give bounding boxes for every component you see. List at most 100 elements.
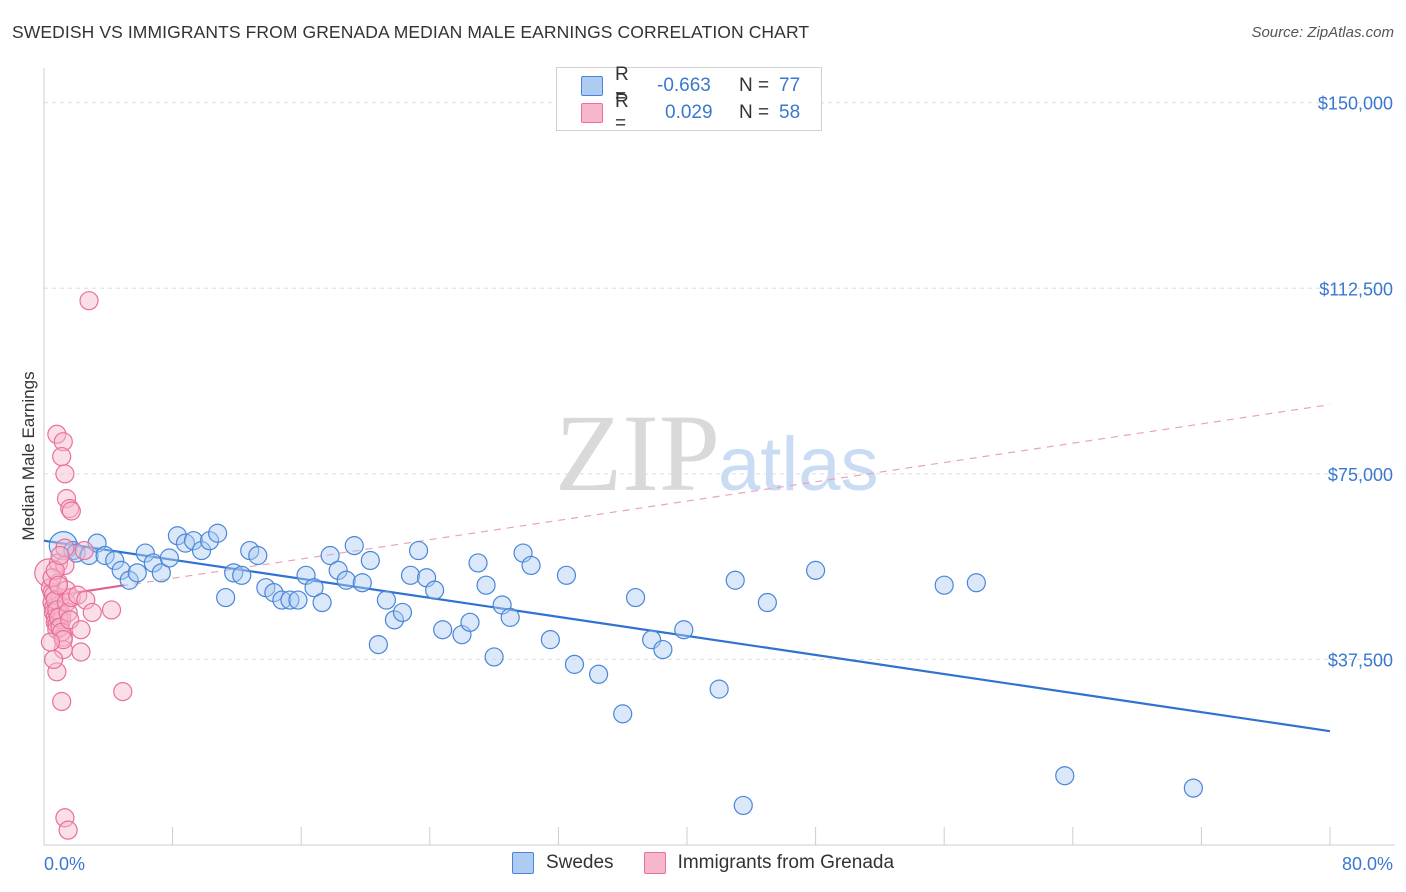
point-grenada bbox=[113, 681, 133, 702]
point-swedes bbox=[392, 602, 413, 623]
point-swedes bbox=[613, 704, 633, 724]
legend-label-grenada: Immigrants from Grenada bbox=[677, 852, 895, 873]
y-tick-label: $112,500 bbox=[1319, 279, 1393, 299]
point-swedes bbox=[352, 573, 372, 593]
point-grenada bbox=[55, 464, 75, 484]
point-swedes bbox=[425, 580, 445, 600]
point-swedes bbox=[360, 550, 380, 571]
r-value: -0.663 bbox=[657, 75, 711, 96]
point-swedes bbox=[304, 578, 324, 598]
source-label: Source: ZipAtlas.com bbox=[1251, 24, 1394, 41]
axis-labels: $37,500 $75,000 $112,500 $150,000 0.0% 80.0% M… bbox=[19, 94, 1393, 874]
point-grenada bbox=[53, 432, 73, 452]
data-points bbox=[34, 291, 1203, 840]
point-swedes bbox=[564, 654, 585, 674]
point-swedes bbox=[272, 590, 292, 610]
point-swedes bbox=[248, 545, 268, 566]
point-swedes bbox=[1055, 766, 1075, 786]
n-label: N = bbox=[739, 75, 770, 96]
point-swedes bbox=[674, 620, 694, 640]
chart-title: SWEDISH VS IMMIGRANTS FROM GRENADA MEDIA… bbox=[12, 22, 810, 42]
swatch-swedes bbox=[511, 852, 534, 874]
point-swedes bbox=[433, 620, 453, 640]
y-tick-label: $150,000 bbox=[1318, 94, 1393, 114]
r-value: 0.029 bbox=[665, 102, 713, 123]
watermark-zip: ZIP bbox=[555, 392, 720, 514]
point-swedes bbox=[328, 560, 348, 580]
y-axis-label: Median Male Earnings bbox=[19, 371, 38, 540]
point-swedes bbox=[625, 587, 646, 608]
point-swedes bbox=[408, 540, 429, 561]
legend-swatch-pink bbox=[581, 103, 603, 123]
trend-line-grenada-extension bbox=[43, 404, 1331, 599]
legend-item-swedes[interactable]: Swedes bbox=[511, 852, 614, 874]
point-swedes bbox=[588, 664, 609, 684]
point-swedes bbox=[400, 565, 421, 585]
point-grenada bbox=[48, 607, 69, 627]
point-swedes bbox=[151, 563, 171, 583]
x-tick-label: 80.0% bbox=[1342, 854, 1393, 874]
point-swedes bbox=[264, 583, 284, 603]
point-swedes bbox=[500, 607, 520, 627]
point-swedes bbox=[709, 679, 729, 699]
point-swedes bbox=[556, 565, 577, 585]
point-grenada bbox=[61, 501, 81, 521]
point-swedes bbox=[653, 639, 673, 660]
r-label: R = bbox=[615, 64, 629, 107]
x-tick-label: 0.0% bbox=[44, 854, 85, 874]
point-grenada bbox=[58, 820, 78, 840]
point-swedes bbox=[216, 587, 236, 608]
point-swedes bbox=[1183, 778, 1203, 798]
point-swedes bbox=[521, 555, 541, 576]
point-swedes bbox=[191, 540, 212, 561]
point-grenada bbox=[55, 555, 75, 576]
point-grenada bbox=[48, 575, 69, 595]
point-grenada bbox=[50, 545, 70, 566]
point-grenada bbox=[71, 642, 91, 662]
point-swedes bbox=[208, 523, 228, 543]
point-swedes bbox=[966, 573, 986, 593]
point-grenada bbox=[47, 662, 67, 682]
legend-row-grenada: R = 0.029 N = 58 bbox=[581, 91, 801, 134]
point-swedes bbox=[384, 610, 405, 630]
point-swedes bbox=[320, 545, 340, 566]
point-grenada bbox=[52, 691, 72, 712]
watermark-atlas: atlas bbox=[718, 422, 879, 507]
point-swedes bbox=[159, 548, 179, 568]
point-swedes bbox=[757, 592, 777, 613]
point-swedes bbox=[119, 570, 139, 590]
n-label: N = bbox=[739, 102, 770, 123]
legend-swatch-blue bbox=[581, 76, 603, 96]
series-legend: Swedes Immigrants from Grenada bbox=[0, 852, 1406, 874]
point-grenada bbox=[44, 649, 64, 670]
point-swedes bbox=[135, 543, 155, 563]
point-grenada bbox=[55, 808, 75, 828]
legend-label-swedes: Swedes bbox=[545, 852, 614, 873]
point-grenada bbox=[40, 632, 61, 652]
point-swedes bbox=[175, 533, 196, 553]
point-grenada bbox=[71, 620, 91, 640]
point-swedes bbox=[725, 570, 745, 590]
point-grenada bbox=[79, 291, 99, 311]
point-swedes bbox=[111, 560, 131, 580]
point-swedes bbox=[288, 590, 308, 610]
point-swedes bbox=[95, 545, 115, 566]
point-grenada bbox=[52, 446, 72, 467]
n-value: 58 bbox=[779, 102, 801, 123]
point-swedes bbox=[476, 575, 496, 595]
n-value: 77 bbox=[779, 75, 801, 96]
point-swedes bbox=[376, 590, 396, 610]
swatch-grenada bbox=[643, 852, 666, 874]
point-swedes bbox=[934, 575, 954, 595]
point-swedes bbox=[368, 634, 388, 655]
stats-legend: R = -0.663 N = 77 R = 0.029 N = 58 bbox=[556, 64, 822, 134]
point-swedes bbox=[805, 560, 826, 580]
point-grenada bbox=[74, 540, 94, 561]
legend-item-grenada[interactable]: Immigrants from Grenada bbox=[643, 852, 895, 874]
point-swedes bbox=[183, 531, 204, 551]
point-grenada bbox=[82, 602, 102, 623]
y-tick-label: $75,000 bbox=[1328, 465, 1393, 485]
point-swedes bbox=[199, 531, 220, 551]
axes bbox=[43, 68, 1395, 846]
